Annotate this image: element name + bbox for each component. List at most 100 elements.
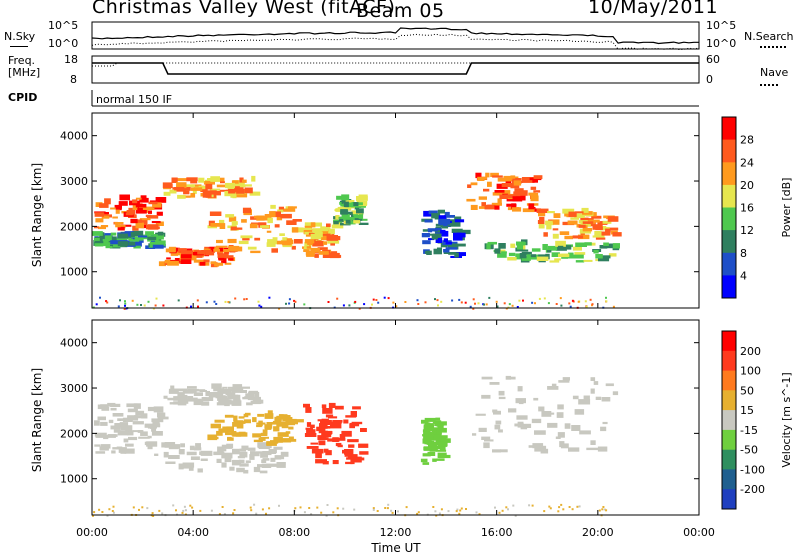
- echo-cell: [276, 455, 285, 460]
- echo-cell: [422, 438, 430, 444]
- echo-cell: [335, 437, 346, 441]
- echo-cell: [513, 191, 521, 197]
- echo-cell: [264, 425, 272, 430]
- echo-band: [92, 230, 166, 249]
- echo-cell: [232, 180, 245, 186]
- echo-cell: [579, 430, 591, 435]
- ground-scatter-cell: [196, 299, 199, 302]
- echo-cell: [592, 235, 605, 238]
- echo-cell: [176, 182, 187, 189]
- echo-cell: [108, 419, 114, 424]
- echo-cell: [234, 185, 244, 190]
- echo-cell: [130, 218, 138, 224]
- echo-cell: [245, 460, 251, 463]
- echo-cell: [141, 413, 148, 419]
- echo-cell: [498, 429, 503, 433]
- echo-cell: [279, 233, 285, 236]
- echo-cell: [516, 241, 525, 246]
- echo-cell: [519, 253, 527, 259]
- echo-cell: [117, 430, 129, 436]
- echo-cell: [574, 409, 585, 415]
- ground-scatter-cell: [432, 506, 435, 508]
- ground-scatter-cell: [199, 509, 202, 512]
- ground-scatter-cell: [562, 508, 565, 511]
- echo-cell: [151, 221, 161, 224]
- colorbar-segment: [722, 275, 736, 299]
- echo-cell: [97, 226, 106, 230]
- ground-scatter-cell: [293, 299, 296, 302]
- echo-cell: [521, 177, 534, 182]
- echo-cell: [164, 183, 173, 188]
- cpid-label: CPID: [8, 91, 38, 104]
- echo-cell: [104, 198, 111, 205]
- echo-cell: [558, 245, 564, 250]
- echo-cell: [530, 254, 537, 258]
- echo-cell: [304, 231, 313, 235]
- echo-cell: [149, 241, 158, 248]
- echo-cell: [511, 203, 517, 209]
- echo-cell: [312, 228, 322, 233]
- echo-cell: [153, 423, 161, 428]
- echo-cell: [191, 184, 202, 187]
- ground-scatter-cell: [376, 510, 379, 512]
- echo-band: [466, 172, 543, 213]
- echo-cell: [510, 183, 520, 189]
- x-axis-label: Time UT: [370, 541, 421, 554]
- echo-cell: [240, 235, 253, 239]
- nave-legend-line: [760, 84, 778, 86]
- echo-cell: [178, 463, 184, 470]
- echo-cell: [306, 422, 312, 427]
- ground-scatter-cell: [372, 508, 375, 511]
- echo-cell: [266, 441, 275, 446]
- echo-cell: [605, 243, 615, 249]
- colorbar-tick-label: 12: [740, 224, 754, 237]
- ground-scatter-cell: [501, 509, 504, 512]
- echo-cell: [593, 381, 599, 385]
- echo-cell: [343, 201, 349, 208]
- echo-cell: [552, 219, 560, 223]
- ground-scatter-cell: [210, 509, 213, 512]
- echo-cell: [306, 429, 316, 433]
- echo-cell: [433, 248, 442, 255]
- echo-cell: [182, 390, 194, 394]
- echo-cell: [116, 237, 127, 242]
- echo-cell: [115, 207, 122, 211]
- echo-cell: [557, 432, 565, 438]
- ground-scatter-cell: [488, 296, 491, 299]
- echo-cell: [510, 243, 516, 248]
- ground-scatter-cell: [458, 512, 461, 515]
- echo-band: [207, 204, 304, 254]
- echo-cell: [231, 459, 242, 466]
- ground-scatter-cell: [183, 505, 186, 508]
- echo-cell: [252, 396, 261, 400]
- echo-cell: [358, 443, 369, 448]
- ground-scatter-cell: [455, 510, 458, 513]
- ground-scatter-cell: [215, 303, 218, 305]
- power-colorbar: 4 8 12 16 20 24 28 Power [dB]: [721, 116, 793, 299]
- echo-cell: [607, 216, 619, 222]
- echo-cell: [321, 418, 329, 424]
- echo-cell: [312, 240, 324, 247]
- echo-cell: [302, 227, 312, 230]
- echo-cell: [454, 216, 462, 220]
- echo-cell: [179, 186, 191, 191]
- echo-cell: [242, 207, 252, 214]
- echo-cell: [244, 396, 249, 399]
- echo-cell: [261, 216, 270, 221]
- echo-cell: [112, 413, 124, 417]
- echo-cell: [133, 204, 138, 211]
- echo-cell: [322, 433, 327, 439]
- echo-cell: [95, 218, 104, 223]
- velocity-ylabel: Slant Range [km]: [30, 368, 44, 472]
- echo-cell: [498, 396, 506, 400]
- echo-cell: [218, 428, 229, 433]
- echo-cell: [243, 469, 249, 474]
- echo-cell: [438, 218, 451, 225]
- echo-band: [302, 222, 344, 259]
- echo-cell: [532, 177, 538, 183]
- echo-cell: [345, 200, 352, 203]
- echo-cell: [244, 187, 253, 194]
- echo-cell: [433, 441, 445, 445]
- freq-tick-top: 18: [64, 53, 78, 66]
- ground-scatter-cell: [395, 305, 398, 308]
